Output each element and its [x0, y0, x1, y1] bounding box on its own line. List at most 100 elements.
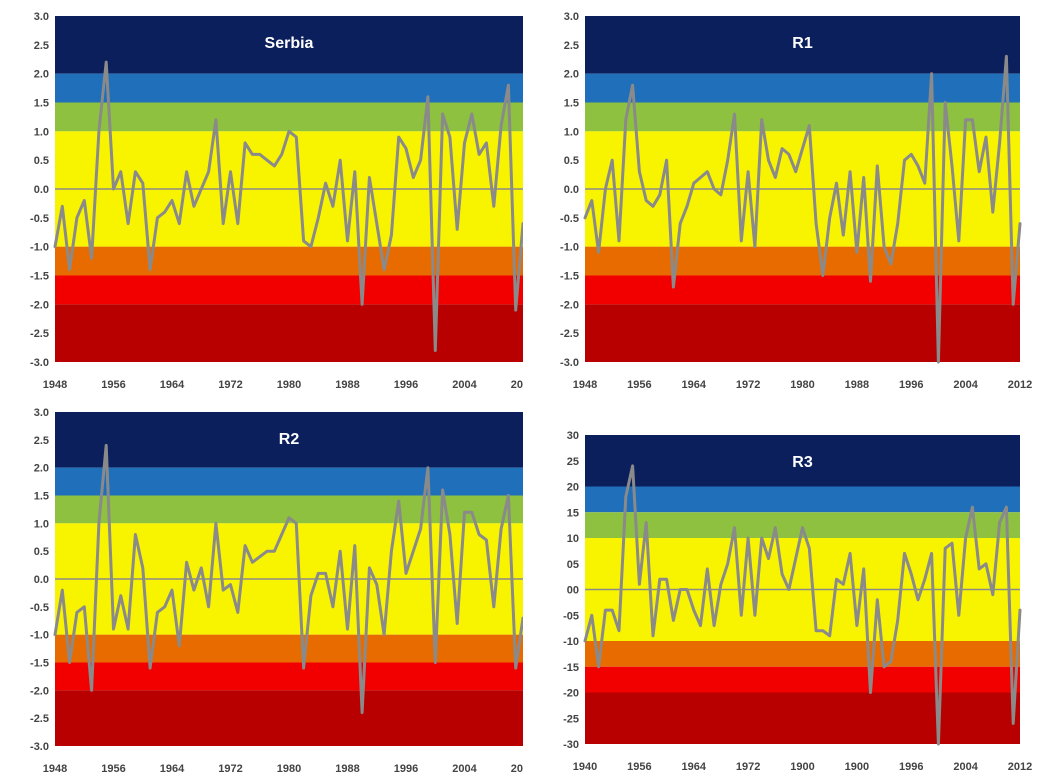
series-line: [53, 60, 525, 352]
y-tick-label: -3.0: [30, 357, 49, 369]
chart-panel-serbia: 3.0 2.5 2.0 1.5 1.0 0.5 0.0 -0.5 -1.0 -1.5 -2.0 -2.…: [0, 0, 535, 391]
band-6: [55, 304, 523, 362]
y-tick-label: 30: [567, 430, 579, 442]
band-1: [585, 73, 1020, 103]
band-5: [585, 666, 1020, 693]
band-0: [585, 16, 1020, 74]
y-tick-label: -15: [563, 662, 579, 674]
x-tick-label: 2004: [953, 379, 978, 388]
y-tick-label: 2.0: [564, 69, 579, 81]
y-tick-label: -2.0: [560, 299, 579, 311]
x-tick-label: 2004: [953, 761, 978, 773]
y-tick-label: 1.5: [564, 98, 579, 110]
y-tick-label: -2.5: [560, 328, 579, 340]
y-tick-label: 3.0: [564, 11, 579, 23]
y-tick-label: -1.5: [30, 658, 49, 670]
x-tick-label: 1948: [573, 379, 597, 388]
series-line: [53, 443, 525, 715]
band-6: [55, 690, 523, 746]
y-tick-label: -1.0: [30, 242, 49, 254]
band-4: [55, 246, 523, 276]
band-5: [55, 662, 523, 691]
y-tick-label: 0.0: [564, 184, 579, 196]
band-5: [585, 275, 1020, 305]
y-tick-label: 2.5: [564, 40, 579, 52]
x-tick-label: 2004: [452, 379, 477, 388]
chart-title: R2: [279, 431, 300, 448]
band-2: [55, 102, 523, 132]
chart-panel-r1: 3.0 2.5 2.0 1.5 1.0 0.5 0.0 -0.5 -1.0 -1.5 -2.0 -2.…: [523, 0, 1046, 391]
band-1: [55, 73, 523, 103]
y-tick-label: 2.5: [34, 40, 49, 52]
x-tick-label: 1980: [277, 763, 301, 775]
band-4: [55, 634, 523, 663]
band-1: [585, 486, 1020, 513]
chart-title: R1: [792, 35, 813, 52]
y-tick-label: 1.0: [34, 518, 49, 530]
y-tick-label: 15: [567, 507, 579, 519]
x-tick-label: 1972: [218, 379, 242, 388]
x-tick-label: 1948: [43, 763, 67, 775]
band-0: [585, 435, 1020, 487]
x-tick-label: 1996: [899, 379, 923, 388]
y-tick-label: -2.0: [30, 685, 49, 697]
y-tick-label: -1.0: [560, 242, 579, 254]
chart-panel-r3: 30 25 20 15 10 05 00 -05 -10 -15 -20 -25 -30 1940 1956…: [523, 390, 1046, 777]
y-tick-label: 0.0: [34, 574, 49, 586]
y-tick-label: -3.0: [560, 357, 579, 369]
x-tick-label: 1948: [43, 379, 67, 388]
y-tick-label: 00: [567, 585, 579, 597]
chart-title: Serbia: [265, 35, 314, 52]
x-tick-label: 1900: [845, 761, 869, 773]
band-5: [55, 275, 523, 305]
x-tick-label: 1956: [627, 761, 651, 773]
x-tick-label: 1988: [335, 379, 359, 388]
y-tick-label: 1.0: [564, 126, 579, 138]
y-tick-label: 20: [567, 482, 579, 494]
x-tick-label: 1964: [160, 763, 185, 775]
y-tick-label: 1.5: [34, 98, 49, 110]
y-tick-label: -1.0: [30, 630, 49, 642]
y-tick-label: -3.0: [30, 741, 49, 753]
y-tick-label: -1.5: [560, 271, 579, 283]
y-tick-label: 10: [567, 533, 579, 545]
y-tick-label: 25: [567, 456, 579, 468]
chart-svg-r1: 3.0 2.5 2.0 1.5 1.0 0.5 0.0 -0.5 -1.0 -1.5 -2.0 -2.…: [560, 11, 1032, 391]
chart-svg-serbia: 3.0 2.5 2.0 1.5 1.0 0.5 0.0 -0.5 -1.0 -1.5 -2.0 -2.…: [30, 11, 535, 391]
y-tick-label: 05: [567, 559, 579, 571]
x-tick-label: 1996: [394, 763, 418, 775]
y-tick-label: 0.0: [34, 184, 49, 196]
band-0: [55, 16, 523, 74]
x-tick-label: 1988: [335, 763, 359, 775]
chart-title: R3: [792, 454, 813, 471]
y-tick-label: -0.5: [30, 213, 49, 225]
x-tick-label: 1980: [790, 379, 814, 388]
x-tick-label: 2012: [1008, 379, 1032, 388]
y-tick-label: -2.5: [30, 713, 49, 725]
x-tick-label: 1956: [627, 379, 651, 388]
y-tick-label: 0.5: [34, 546, 49, 558]
y-tick-label: 0.5: [564, 155, 579, 167]
y-tick-label: 1.5: [34, 491, 49, 503]
y-tick-label: 2.0: [34, 463, 49, 475]
series-line: [583, 54, 1022, 364]
chart-panel-r2: 3.0 2.5 2.0 1.5 1.0 0.5 0.0 -0.5 -1.0 -1.5 -2.0 -2.…: [0, 390, 535, 777]
x-tick-label: 1956: [101, 379, 125, 388]
band-4: [585, 641, 1020, 667]
band-6: [585, 692, 1020, 744]
x-tick-label: 1980: [277, 379, 301, 388]
y-tick-label: 2.0: [34, 69, 49, 81]
x-tick-label: 1964: [682, 379, 707, 388]
band-0: [55, 412, 523, 468]
chart-svg-r2: 3.0 2.5 2.0 1.5 1.0 0.5 0.0 -0.5 -1.0 -1.5 -2.0 -2.…: [30, 407, 535, 775]
band-2: [585, 102, 1020, 132]
y-tick-label: -20: [563, 688, 579, 700]
x-tick-label: 1956: [101, 763, 125, 775]
y-tick-label: -0.5: [30, 602, 49, 614]
x-tick-label: 2012: [511, 379, 523, 388]
x-tick-label: 1988: [845, 379, 869, 388]
x-tick-label: 1964: [160, 379, 185, 388]
y-tick-label: 3.0: [34, 407, 49, 419]
y-tick-label: 3.0: [34, 11, 49, 23]
y-tick-label: 0.5: [34, 155, 49, 167]
